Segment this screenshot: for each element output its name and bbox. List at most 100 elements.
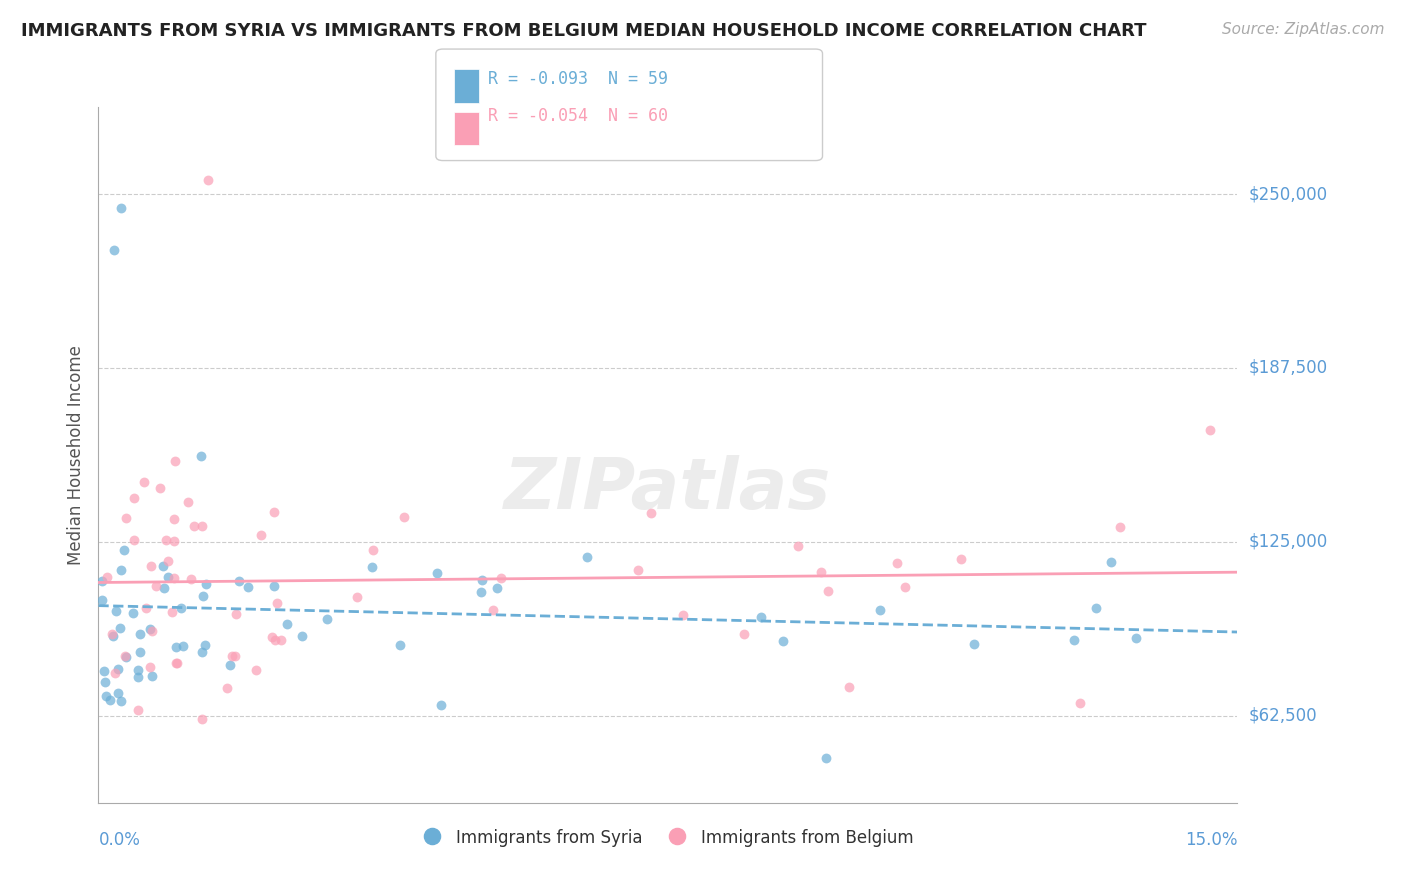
Point	[91, 593, 114, 607]
Point	[1125, 632, 1147, 646]
Point	[291, 629, 314, 643]
Point	[225, 607, 247, 621]
Text: 0.0%: 0.0%	[98, 830, 141, 848]
Point	[1109, 520, 1132, 534]
Point	[1199, 423, 1222, 437]
Point	[481, 603, 503, 617]
Text: 15.0%: 15.0%	[1185, 830, 1237, 848]
Text: $125,000: $125,000	[1249, 533, 1327, 551]
Point	[134, 475, 156, 489]
Point	[817, 583, 839, 598]
Point	[152, 559, 174, 574]
Point	[107, 686, 129, 700]
Point	[94, 675, 117, 690]
Text: $187,500: $187,500	[1249, 359, 1327, 377]
Point	[263, 578, 285, 592]
Point	[121, 606, 143, 620]
Point	[108, 622, 131, 636]
Point	[197, 173, 219, 187]
Point	[194, 638, 217, 652]
Text: R = -0.054  N = 60: R = -0.054 N = 60	[488, 107, 668, 125]
Point	[96, 570, 118, 584]
Point	[127, 664, 149, 678]
Point	[145, 579, 167, 593]
Point	[430, 698, 453, 712]
Point	[838, 681, 860, 695]
Point	[893, 580, 915, 594]
Point	[100, 627, 122, 641]
Point	[165, 640, 187, 654]
Point	[180, 572, 202, 586]
Point	[575, 549, 598, 564]
Point	[163, 512, 186, 526]
Y-axis label: Median Household Income: Median Household Income	[66, 345, 84, 565]
Point	[787, 539, 810, 553]
Point	[228, 574, 250, 588]
Point	[191, 712, 214, 726]
Point	[103, 629, 125, 643]
Point	[672, 608, 695, 623]
Point	[886, 556, 908, 570]
Point	[276, 617, 298, 632]
Text: IMMIGRANTS FROM SYRIA VS IMMIGRANTS FROM BELGIUM MEDIAN HOUSEHOLD INCOME CORRELA: IMMIGRANTS FROM SYRIA VS IMMIGRANTS FROM…	[21, 22, 1146, 40]
Point	[949, 551, 972, 566]
Point	[810, 565, 832, 579]
Point	[162, 533, 184, 548]
Point	[238, 580, 260, 594]
Point	[489, 571, 512, 585]
Point	[93, 665, 115, 679]
Point	[138, 660, 160, 674]
Text: Source: ZipAtlas.com: Source: ZipAtlas.com	[1222, 22, 1385, 37]
Point	[814, 751, 837, 765]
Point	[160, 606, 183, 620]
Point	[103, 243, 125, 257]
Point	[217, 681, 239, 695]
Point	[426, 566, 449, 581]
Point	[166, 656, 188, 670]
Point	[112, 543, 135, 558]
Point	[1063, 632, 1085, 647]
Point	[177, 495, 200, 509]
Point	[110, 201, 132, 215]
Point	[263, 505, 285, 519]
Point	[122, 533, 145, 547]
Point	[191, 518, 214, 533]
Text: $250,000: $250,000	[1249, 185, 1327, 203]
Point	[110, 694, 132, 708]
Point	[263, 633, 285, 648]
Point	[471, 573, 494, 587]
Point	[163, 571, 186, 585]
Point	[104, 603, 127, 617]
Point	[1069, 696, 1091, 710]
Point	[135, 601, 157, 615]
Point	[190, 450, 212, 464]
Point	[316, 612, 339, 626]
Point	[139, 622, 162, 636]
Point	[94, 690, 117, 704]
Point	[98, 693, 121, 707]
Point	[346, 590, 368, 604]
Point	[250, 527, 273, 541]
Text: R = -0.093  N = 59: R = -0.093 N = 59	[488, 70, 668, 87]
Point	[772, 633, 794, 648]
Point	[191, 589, 214, 603]
Point	[360, 560, 382, 574]
Text: ZIPatlas: ZIPatlas	[505, 455, 831, 524]
Point	[155, 533, 177, 547]
Point	[749, 609, 772, 624]
Point	[270, 633, 292, 648]
Point	[128, 645, 150, 659]
Point	[141, 669, 163, 683]
Point	[153, 581, 176, 595]
Point	[156, 553, 179, 567]
Point	[91, 574, 114, 588]
Point	[733, 627, 755, 641]
Point	[165, 657, 187, 671]
Point	[127, 670, 149, 684]
Point	[470, 584, 492, 599]
Point	[169, 601, 191, 615]
Point	[128, 627, 150, 641]
Point	[869, 602, 891, 616]
Point	[110, 563, 132, 577]
Point	[1085, 601, 1108, 615]
